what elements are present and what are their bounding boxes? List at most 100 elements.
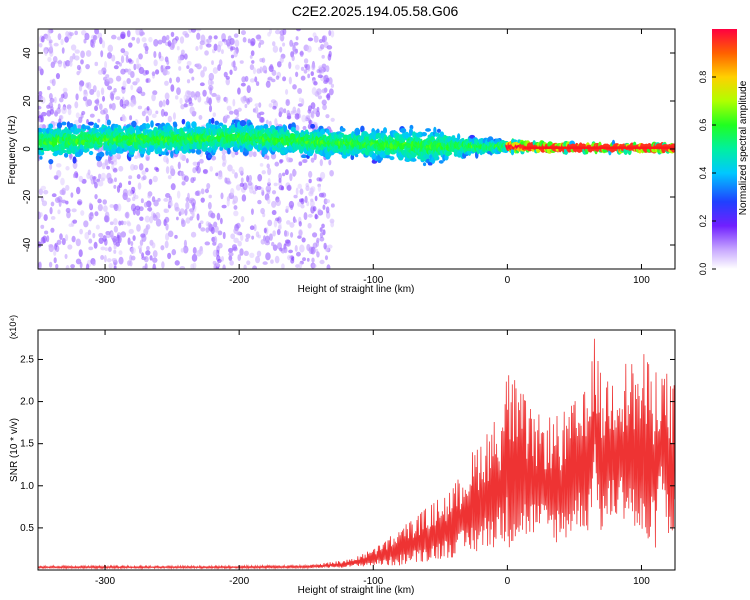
spectrogram-noise-cell <box>100 109 106 115</box>
spectrogram-noise-cell <box>57 59 63 68</box>
spectrogram-noise-cell <box>65 184 70 191</box>
spectrogram-noise-cell <box>72 219 78 224</box>
spectrogram-noise-cell <box>50 227 55 233</box>
spectrogram-noise-cell <box>199 220 204 225</box>
spectrogram-noise-cell <box>170 84 175 92</box>
spectrogram-noise-cell <box>319 231 324 238</box>
spectrogram-noise-cell <box>285 88 289 95</box>
spectrogram-noise-cell <box>117 203 122 212</box>
spectrogram-noise-cell <box>38 124 44 129</box>
spectrogram-noise-cell <box>298 161 303 166</box>
spectrogram-noise-cell <box>165 65 171 70</box>
spectrogram-noise-cell <box>199 82 205 87</box>
spectrogram-noise-cell <box>253 224 257 232</box>
spectrogram-noise-cell <box>321 54 325 59</box>
spectrogram-signal-cell <box>61 121 67 126</box>
spectrogram-noise-cell <box>53 243 58 251</box>
spectrogram-noise-cell <box>192 246 197 255</box>
snr-x-tick-label: 0 <box>505 576 511 587</box>
spectrogram-signal-cell <box>239 148 244 153</box>
spectrogram-noise-cell <box>192 161 198 166</box>
spectrogram-signal-cell <box>346 148 350 154</box>
spectrogram-noise-cell <box>217 258 222 264</box>
spectrogram-signal-cell <box>290 126 296 133</box>
snr-panel: -300 -200 -100 0 100 0.5 1.0 1.5 2.0 2.5 Height … <box>8 315 676 596</box>
spectrogram-noise-cell <box>285 205 290 211</box>
spectrogram-noise-cell <box>145 224 151 230</box>
spectrogram-signal-cell <box>88 150 94 156</box>
spectrogram-noise-cell <box>239 248 244 256</box>
spectrogram-noise-cell <box>170 183 176 191</box>
spectrogram-noise-cell <box>126 197 131 203</box>
spectrogram-noise-cell <box>125 211 130 219</box>
spectrogram-noise-cell <box>60 38 64 46</box>
spectrogram-noise-cell <box>111 164 115 170</box>
spectrogram-noise-cell <box>185 158 189 164</box>
colorbar-tick-label: 0.4 <box>698 167 708 180</box>
spectrogram-noise-cell <box>251 60 255 64</box>
spectrogram-noise-cell <box>190 29 197 33</box>
spectrogram-noise-cell <box>70 192 74 198</box>
spectrogram-noise-cell <box>186 79 191 84</box>
spectrogram-noise-cell <box>106 172 112 181</box>
spectrogram-noise-cell <box>222 264 226 269</box>
spectrogram-noise-cell <box>113 184 117 189</box>
spectrogram-noise-cell <box>75 238 81 247</box>
spectrogram-noise-cell <box>212 249 218 258</box>
spectrogram-noise-cell <box>165 98 170 106</box>
spectrogram-noise-cell <box>89 88 95 96</box>
spectrogram-noise-cell <box>142 265 147 269</box>
spectrogram-noise-cell <box>192 111 197 115</box>
spectrogram-noise-cell <box>243 264 247 269</box>
spectrogram-signal-cell <box>310 123 316 129</box>
spectrogram-noise-cell <box>45 35 52 41</box>
spectrogram-noise-cell <box>57 33 62 41</box>
spectrogram-noise-cell <box>130 164 135 171</box>
spectrogram-noise-cell <box>248 174 253 182</box>
snr-y-tick-label: 0.5 <box>20 523 34 534</box>
spectrogram-noise-cell <box>248 149 253 158</box>
spectrogram-noise-cell <box>151 242 156 249</box>
spectrogram-noise-cell <box>46 85 51 91</box>
snr-x-tick-label: 100 <box>633 576 650 587</box>
spectrogram-noise-cell <box>222 158 227 165</box>
spectrogram-noise-cell <box>322 204 326 210</box>
spectrogram-signal-cell <box>436 128 441 133</box>
spectrogram-noise-cell <box>256 112 261 119</box>
spectrogram-noise-cell <box>283 248 288 253</box>
spectrogram-noise-cell <box>58 118 62 124</box>
spectrogram-noise-cell <box>297 183 303 189</box>
spectrogram-noise-cell <box>320 43 325 50</box>
spectrogram-noise-cell <box>220 192 224 200</box>
spectrogram-noise-cell <box>113 244 117 250</box>
spectrogram-noise-cell <box>50 216 56 220</box>
spectrogram-noise-cell <box>61 237 66 246</box>
spectrogram-noise-cell <box>208 194 212 199</box>
spectrogram-noise-cell <box>286 115 292 120</box>
spectrogram-noise-cell <box>311 257 315 263</box>
spectrogram-noise-cell <box>182 30 188 36</box>
spectrogram-noise-cell <box>190 231 197 238</box>
spectrogram-noise-cell <box>330 203 335 208</box>
snr-x-tick-label: -100 <box>363 576 383 587</box>
spectrogram-noise-cell <box>109 92 114 100</box>
spectrogram-signal-cell <box>86 148 90 152</box>
spectrogram-noise-cell <box>100 246 106 251</box>
spectrogram-noise-cell <box>272 244 278 251</box>
spectrogram-noise-cell <box>43 214 48 221</box>
spectrogram-noise-cell <box>137 182 142 190</box>
spectrogram-noise-cell <box>78 249 83 258</box>
spectrogram-signal-cell <box>248 124 255 131</box>
spectrogram-noise-cell <box>106 258 112 263</box>
spectrogram-signal-cell <box>87 121 94 126</box>
spectrogram-noise-cell <box>40 185 47 191</box>
spectrogram-noise-cell <box>195 46 199 52</box>
spectrogram-noise-cell <box>231 169 235 174</box>
spectrogram-noise-cell <box>102 205 108 213</box>
spectrogram-noise-cell <box>257 174 263 182</box>
spectrogram-noise-cell <box>328 88 334 96</box>
spectrogram-noise-cell <box>196 63 202 68</box>
spectrogram-noise-cell <box>284 169 289 176</box>
spectrogram-noise-cell <box>319 227 323 232</box>
spectrogram-noise-cell <box>152 257 158 263</box>
